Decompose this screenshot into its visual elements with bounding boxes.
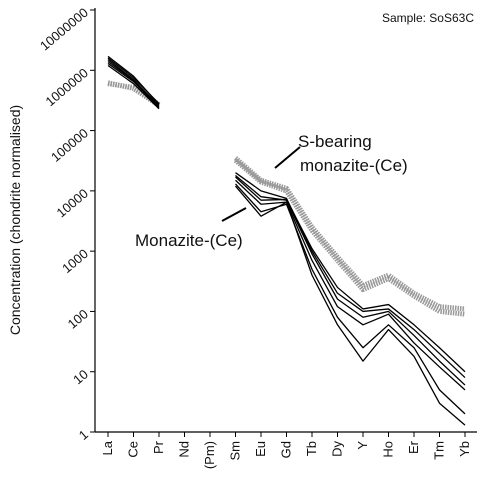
series-line (107, 55, 466, 379)
x-tick-label: Pr (151, 440, 166, 454)
series-line (107, 60, 466, 426)
y-tick-label: 10000000 (37, 5, 91, 54)
y-tick-label: 10 (70, 367, 91, 388)
leader-line (274, 146, 301, 169)
series-line (107, 64, 466, 415)
x-tick-label: La (100, 440, 115, 455)
leader-line (221, 207, 247, 222)
annotation: monazite-(Ce) (300, 156, 408, 175)
annotation: S-bearing (298, 132, 372, 151)
x-tick-label: Er (406, 440, 421, 454)
x-tick-label: Tb (304, 441, 319, 456)
y-tick-label: 10000 (54, 186, 91, 221)
y-tick-label: 1000 (59, 246, 91, 276)
series-line (107, 57, 466, 373)
series-line (107, 59, 466, 386)
annotation: Monazite-(Ce) (135, 231, 243, 250)
x-tick-label: Ce (126, 441, 141, 458)
y-tick-label: 100 (65, 306, 91, 331)
x-tick-label: Yb (457, 441, 472, 457)
x-tick-label: Gd (279, 441, 294, 458)
x-tick-label: Nd (177, 441, 192, 458)
x-tick-label: Tm (432, 441, 447, 460)
x-tick-label: (Pm) (202, 441, 217, 469)
x-tick-label: Y (355, 441, 370, 450)
y-tick-label: 100000 (48, 125, 91, 164)
x-tick-label: Dy (330, 441, 345, 457)
x-tick-label: Sm (228, 441, 243, 461)
y-tick-label: 1000000 (43, 65, 91, 109)
series-line (107, 62, 466, 391)
y-axis-label: Concentration (chondrite normalised) (7, 105, 23, 335)
x-tick-label: Ho (381, 441, 396, 458)
y-tick-label: 1 (76, 427, 91, 443)
series-line (107, 81, 466, 312)
sample-label: Sample: SoS63C (382, 11, 474, 25)
series-line (107, 80, 466, 317)
x-tick-label: Eu (253, 441, 268, 457)
